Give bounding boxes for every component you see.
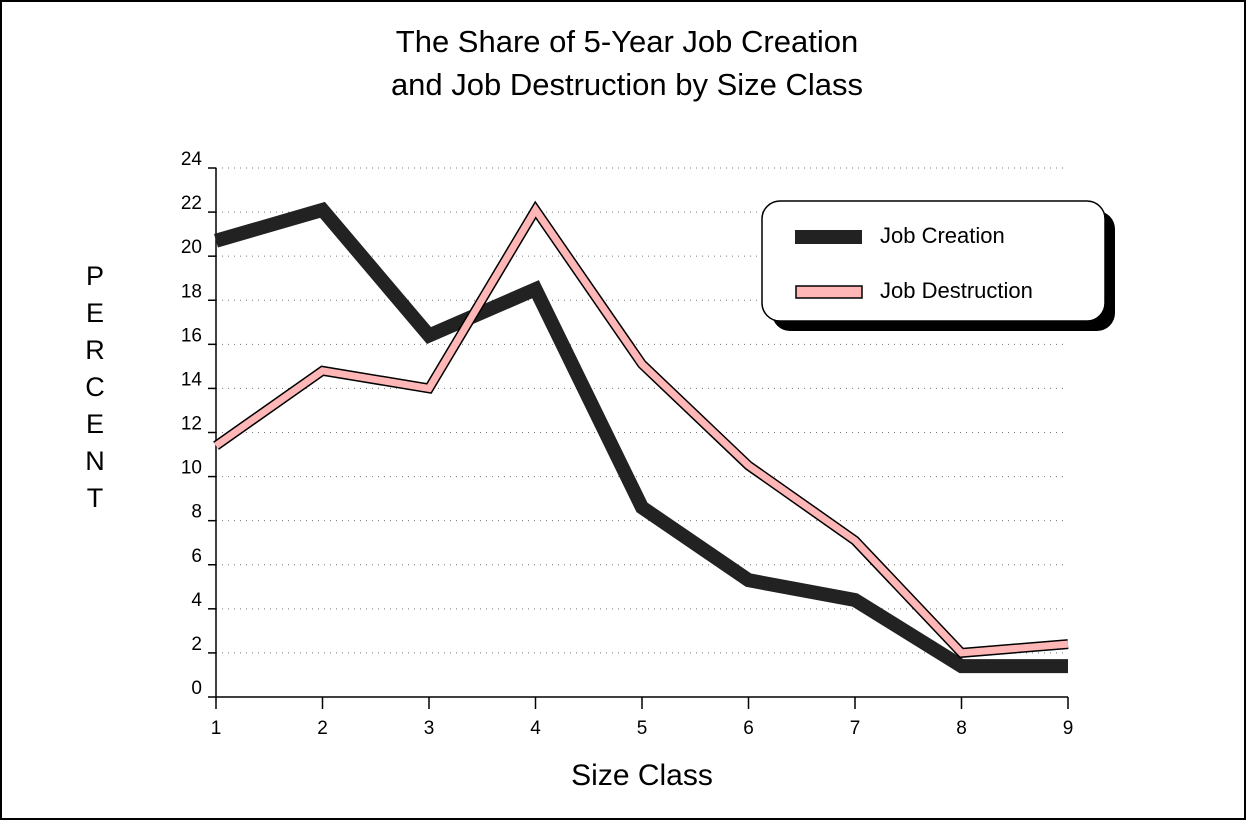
legend	[761, 200, 1106, 322]
y-tick-label: 0	[191, 678, 202, 699]
y-tick-label: 8	[191, 502, 202, 523]
x-tick-label: 3	[424, 718, 435, 739]
y-tick-label: 20	[181, 237, 202, 258]
x-tick-label: 5	[637, 718, 648, 739]
y-tick-label: 6	[191, 546, 202, 567]
x-tick-label: 6	[743, 718, 754, 739]
x-tick-label: 4	[530, 718, 541, 739]
y-tick-label: 2	[191, 634, 202, 655]
y-tick-label: 10	[181, 458, 202, 479]
y-tick-label: 16	[181, 325, 202, 346]
y-tick-label: 12	[181, 414, 202, 435]
y-tick-label: 4	[191, 590, 202, 611]
x-tick-label: 1	[211, 718, 222, 739]
x-axis-label: Size Class	[571, 759, 713, 792]
legend-swatch	[795, 285, 863, 299]
y-axis-label: PERCENT	[85, 261, 105, 513]
y-tick-label: 22	[181, 193, 202, 214]
chart-title: and Job Destruction by Size Class	[391, 67, 863, 102]
y-tick-label: 24	[181, 149, 203, 170]
x-tick-label: 8	[956, 718, 967, 739]
legend-swatch	[795, 230, 862, 244]
x-tick-label: 7	[850, 718, 861, 739]
x-tick-label: 2	[317, 718, 328, 739]
x-tick-label: 9	[1063, 718, 1074, 739]
legend-label: Job Creation	[880, 223, 1005, 248]
chart-title: The Share of 5-Year Job Creation	[396, 24, 858, 59]
y-tick-label: 18	[181, 281, 202, 302]
line	[214, 201, 1068, 674]
line	[213, 203, 1069, 657]
legend-label: Job Destruction	[880, 278, 1033, 303]
y-tick-label: 14	[181, 369, 203, 390]
